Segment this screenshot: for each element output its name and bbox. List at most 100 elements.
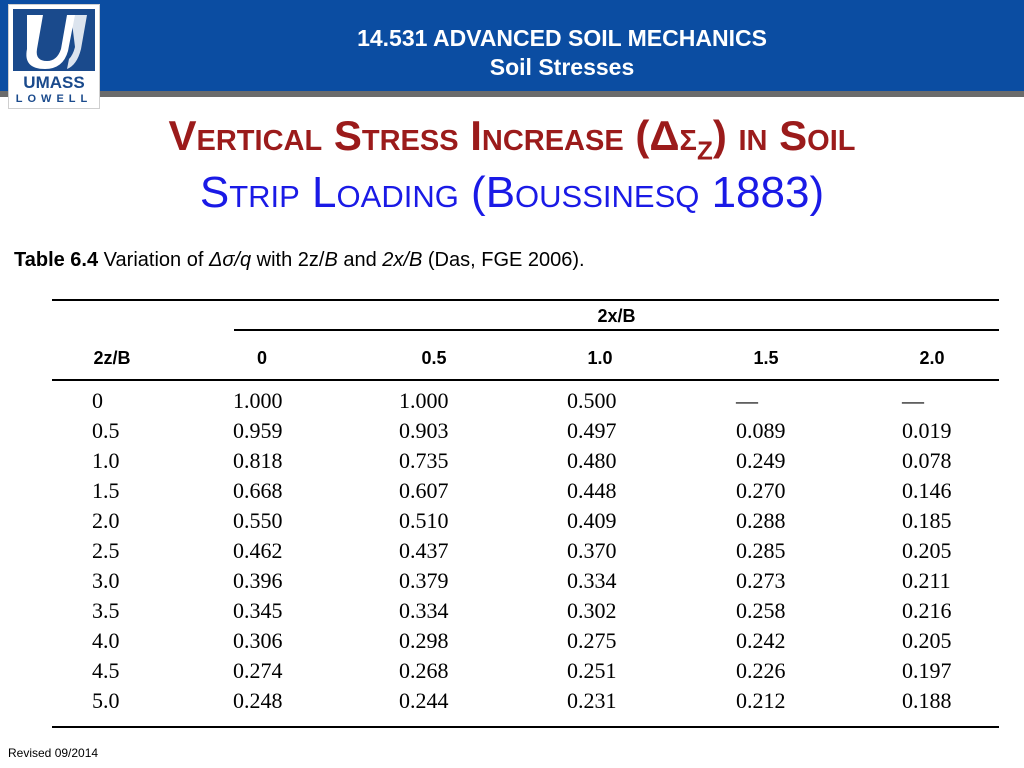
umass-u-mark-icon — [13, 9, 95, 71]
table-row: 2.0 0.550 0.510 0.409 0.288 0.185 — [52, 508, 999, 538]
column-header: 2.0 — [919, 348, 945, 368]
table-cell: 0.274 — [233, 658, 283, 683]
table-row: 3.0 0.396 0.379 0.334 0.273 0.211 — [52, 568, 999, 598]
table-cell: 0.197 — [902, 658, 952, 683]
course-title-line1: 14.531 ADVANCED SOIL MECHANICS — [357, 25, 767, 51]
table-cell: 0.231 — [567, 688, 617, 713]
table-cell: 0.302 — [567, 598, 617, 623]
table-cell: 0.212 — [736, 688, 786, 713]
table-cell: 0.019 — [902, 418, 952, 443]
course-title-line2: Soil Stresses — [489, 54, 635, 80]
column-header: 1.0 — [587, 348, 613, 368]
table-cell: 0.462 — [233, 538, 283, 563]
caption-text: and — [337, 249, 383, 271]
group-header-rule — [234, 329, 999, 331]
z-subscript: Z — [696, 135, 713, 166]
table-cell: 0.211 — [902, 568, 951, 593]
table-cell: 0.089 — [736, 418, 786, 443]
delta-sigma-symbol: Δσ — [649, 112, 697, 159]
row-label-cell: 1.0 — [92, 448, 120, 473]
row-label-cell: 0.5 — [92, 418, 120, 443]
course-title: 14.531 ADVANCED SOIL MECHANICS Soil Stre… — [100, 24, 1024, 82]
table-cell: 0.735 — [399, 448, 449, 473]
caption-source: (Das, FGE 2006). — [422, 249, 585, 271]
table-cell: 0.396 — [233, 568, 283, 593]
umass-lowell-logo: UMASS LOWELL — [8, 4, 100, 109]
table-cell: — — [902, 388, 924, 413]
column-header: 0 — [256, 348, 267, 368]
table-row: 4.5 0.274 0.268 0.251 0.226 0.197 — [52, 658, 999, 688]
revision-note: Revised 09/2014 — [8, 746, 99, 760]
table-cell: 0.275 — [567, 628, 617, 653]
slide-title: Vertical Stress Increase (ΔσZ) in Soil — [0, 112, 1024, 166]
slide-title-text: Vertical Stress Increase ( — [168, 112, 650, 159]
table-cell: 0.285 — [736, 538, 786, 563]
table-row: 3.5 0.345 0.334 0.302 0.258 0.216 — [52, 598, 999, 628]
caption-text: with 2z/ — [251, 249, 325, 271]
column-header: 0.5 — [421, 348, 447, 368]
table-cell: 0.270 — [736, 478, 786, 503]
table-cell: 0.251 — [567, 658, 617, 683]
group-header-2x-b: 2x/B — [597, 306, 636, 326]
row-label-cell: 4.0 — [92, 628, 120, 653]
table-cell: 1.000 — [399, 388, 449, 413]
table-label: Table 6.4 — [14, 249, 99, 271]
table-row: 0.5 0.959 0.903 0.497 0.089 0.019 — [52, 418, 999, 448]
table-cell: 0.550 — [233, 508, 283, 533]
table-row: 2.5 0.462 0.437 0.370 0.285 0.205 — [52, 538, 999, 568]
table-cell: 0.205 — [902, 538, 952, 563]
table-cell: 0.334 — [399, 598, 449, 623]
logo-wordmark: UMASS — [23, 73, 85, 92]
table-cell: 0.334 — [567, 568, 617, 593]
slide-title-suffix: ) in Soil — [712, 112, 856, 159]
table-cell: 0.409 — [567, 508, 617, 533]
caption-ratio: 2x/B — [382, 249, 423, 271]
table-cell: 0.345 — [233, 598, 283, 623]
row-label-cell: 2.0 — [92, 508, 120, 533]
table-row: 1.0 0.818 0.735 0.480 0.249 0.078 — [52, 448, 999, 478]
table-cell: 0.078 — [902, 448, 952, 473]
column-header: 1.5 — [753, 348, 779, 368]
table-cell: 0.959 — [233, 418, 283, 443]
table-cell: 0.818 — [233, 448, 283, 473]
table-cell: 0.248 — [233, 688, 283, 713]
table-top-rule — [52, 299, 999, 301]
row-label-cell: 4.5 — [92, 658, 120, 683]
table-row: 1.5 0.668 0.607 0.448 0.270 0.146 — [52, 478, 999, 508]
logo-subtext: LOWELL — [15, 93, 93, 105]
table-cell: 0.448 — [567, 478, 617, 503]
table-cell: 0.185 — [902, 508, 952, 533]
table-cell: 0.903 — [399, 418, 449, 443]
table-cell: 0.288 — [736, 508, 786, 533]
table-row: 5.0 0.248 0.244 0.231 0.212 0.188 — [52, 688, 999, 718]
row-label-cell: 5.0 — [92, 688, 120, 713]
header-bottom-rule — [52, 379, 999, 381]
table-cell: 0.497 — [567, 418, 617, 443]
table-cell: 0.216 — [902, 598, 952, 623]
table-cell: 0.607 — [399, 478, 449, 503]
stress-table: 2x/B 2z/B 0 0.5 1.0 1.5 2.0 0 1.000 1.000 0… — [52, 299, 999, 729]
table-cell: 0.226 — [736, 658, 786, 683]
table-cell: 0.258 — [736, 598, 786, 623]
row-label-cell: 2.5 — [92, 538, 120, 563]
table-cell: 0.500 — [567, 388, 617, 413]
table-cell: 0.668 — [233, 478, 283, 503]
table-cell: 0.146 — [902, 478, 952, 503]
row-header-2z-b: 2z/B — [93, 348, 131, 368]
caption-b: B — [324, 249, 338, 271]
table-cell: 0.298 — [399, 628, 449, 653]
row-label-cell: 1.5 — [92, 478, 120, 503]
table-caption: Table 6.4 Variation of Δσ/q with 2z/B an… — [14, 249, 585, 272]
table-cell: 0.480 — [567, 448, 617, 473]
table-cell: 0.306 — [233, 628, 283, 653]
slide-subtitle: Strip Loading (Boussinesq 1883) — [199, 168, 825, 217]
row-label-cell: 3.0 — [92, 568, 120, 593]
table-cell: 0.273 — [736, 568, 786, 593]
table-cell: 0.379 — [399, 568, 449, 593]
table-cell: — — [736, 388, 758, 413]
table-bottom-rule — [52, 726, 999, 728]
table-cell: 0.188 — [902, 688, 952, 713]
table-cell: 0.242 — [736, 628, 786, 653]
row-label-cell: 0 — [92, 388, 103, 413]
header-divider — [0, 91, 1024, 97]
